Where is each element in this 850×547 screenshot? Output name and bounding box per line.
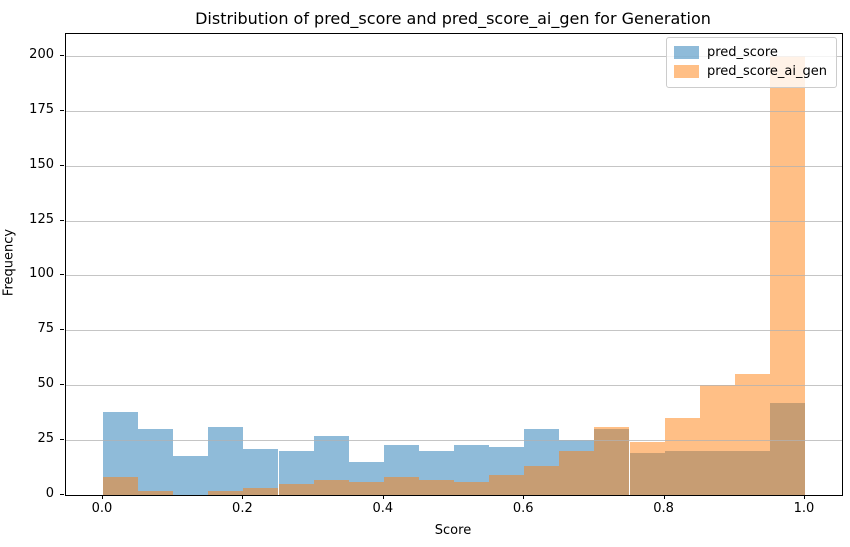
- gridline-y-200: [66, 55, 842, 57]
- bar-pred_score-bin-2: [173, 455, 209, 495]
- x-tick-0.2: [242, 495, 244, 499]
- y-tick-200: [60, 54, 64, 56]
- x-tick-label-0.0: 0.0: [91, 501, 113, 516]
- y-tick-100: [60, 274, 64, 276]
- y-tick-50: [60, 384, 64, 386]
- x-tick-0.8: [663, 495, 665, 499]
- legend-entry-pred-score-ai-gen: pred_score_ai_gen: [673, 62, 827, 81]
- x-tick-label-0.2: 0.2: [232, 501, 253, 516]
- y-tick-150: [60, 164, 64, 166]
- gridline-y-100: [66, 275, 842, 277]
- gridline-y-125: [66, 220, 842, 222]
- legend: pred_score pred_score_ai_gen: [665, 37, 837, 88]
- bar-pred_score_ai_gen-bin-9: [418, 479, 454, 495]
- bar-pred_score-bin-4: [243, 448, 279, 495]
- y-tick-label-50: 50: [37, 376, 54, 392]
- x-tick-label-0.4: 0.4: [372, 501, 394, 516]
- bar-pred_score_ai_gen-bin-13: [559, 451, 595, 495]
- y-tick-125: [60, 219, 64, 221]
- x-axis-label: Score: [434, 523, 472, 538]
- plot-area: [65, 33, 843, 496]
- x-tick-1.0: [804, 495, 805, 499]
- x-tick-0.6: [523, 495, 525, 499]
- gridline-y-25: [66, 440, 842, 442]
- bar-pred_score_ai_gen-bin-7: [348, 481, 384, 495]
- gridline-y-50: [66, 385, 842, 387]
- y-axis-label: Frequency: [1, 228, 17, 297]
- gridline-y-150: [66, 165, 842, 167]
- bar-pred_score_ai_gen-bin-16: [664, 418, 700, 495]
- bar-pred_score_ai_gen-bin-15: [629, 442, 665, 495]
- y-tick-label-75: 75: [37, 321, 54, 337]
- y-tick-label-125: 125: [29, 211, 54, 227]
- legend-label-pred-score: pred_score: [706, 45, 778, 60]
- bar-pred_score_ai_gen-bin-1: [138, 490, 174, 495]
- chart-title: Distribution of pred_score and pred_scor…: [195, 9, 711, 28]
- bar-pred_score_ai_gen-bin-4: [243, 488, 279, 495]
- bar-pred_score_ai_gen-bin-18: [734, 374, 770, 495]
- bar-pred_score_ai_gen-bin-0: [103, 477, 139, 495]
- y-tick-label-200: 200: [29, 46, 54, 62]
- bar-pred_score-bin-3: [208, 426, 244, 495]
- bar-pred_score_ai_gen-bin-5: [278, 484, 314, 495]
- bar-pred_score_ai_gen-bin-10: [454, 481, 490, 495]
- bar-pred_score_ai_gen-bin-3: [208, 490, 244, 495]
- legend-label-pred-score-ai-gen: pred_score_ai_gen: [706, 64, 827, 79]
- y-tick-75: [60, 329, 64, 331]
- bar-pred_score_ai_gen-bin-6: [313, 479, 349, 495]
- y-tick-25: [60, 439, 64, 441]
- x-tick-label-0.6: 0.6: [512, 501, 534, 516]
- y-tick-label-100: 100: [29, 266, 54, 282]
- gridlines-layer: [66, 34, 842, 495]
- y-tick-label-0: 0: [45, 486, 54, 501]
- y-tick-label-150: 150: [29, 156, 54, 172]
- y-tick-0: [60, 494, 64, 495]
- bar-pred_score_ai_gen-bin-11: [489, 475, 525, 495]
- x-tick-0.4: [382, 495, 384, 499]
- y-tick-label-25: 25: [37, 431, 54, 447]
- y-tick-label-175: 175: [29, 101, 54, 117]
- legend-swatch-pred-score-ai-gen: [673, 65, 699, 78]
- x-tick-label-1.0: 1.0: [793, 501, 815, 516]
- x-tick-0.0: [102, 495, 103, 499]
- legend-entry-pred-score: pred_score: [673, 43, 827, 62]
- bar-pred_score_ai_gen-bin-14: [594, 426, 630, 495]
- gridline-y-75: [66, 330, 842, 332]
- legend-swatch-pred-score: [673, 46, 699, 59]
- bar-pred_score_ai_gen-bin-8: [383, 477, 419, 495]
- bar-pred_score_ai_gen-bin-12: [524, 466, 560, 495]
- x-tick-label-0.8: 0.8: [653, 501, 674, 516]
- y-tick-175: [60, 109, 64, 111]
- gridline-y-175: [66, 110, 842, 112]
